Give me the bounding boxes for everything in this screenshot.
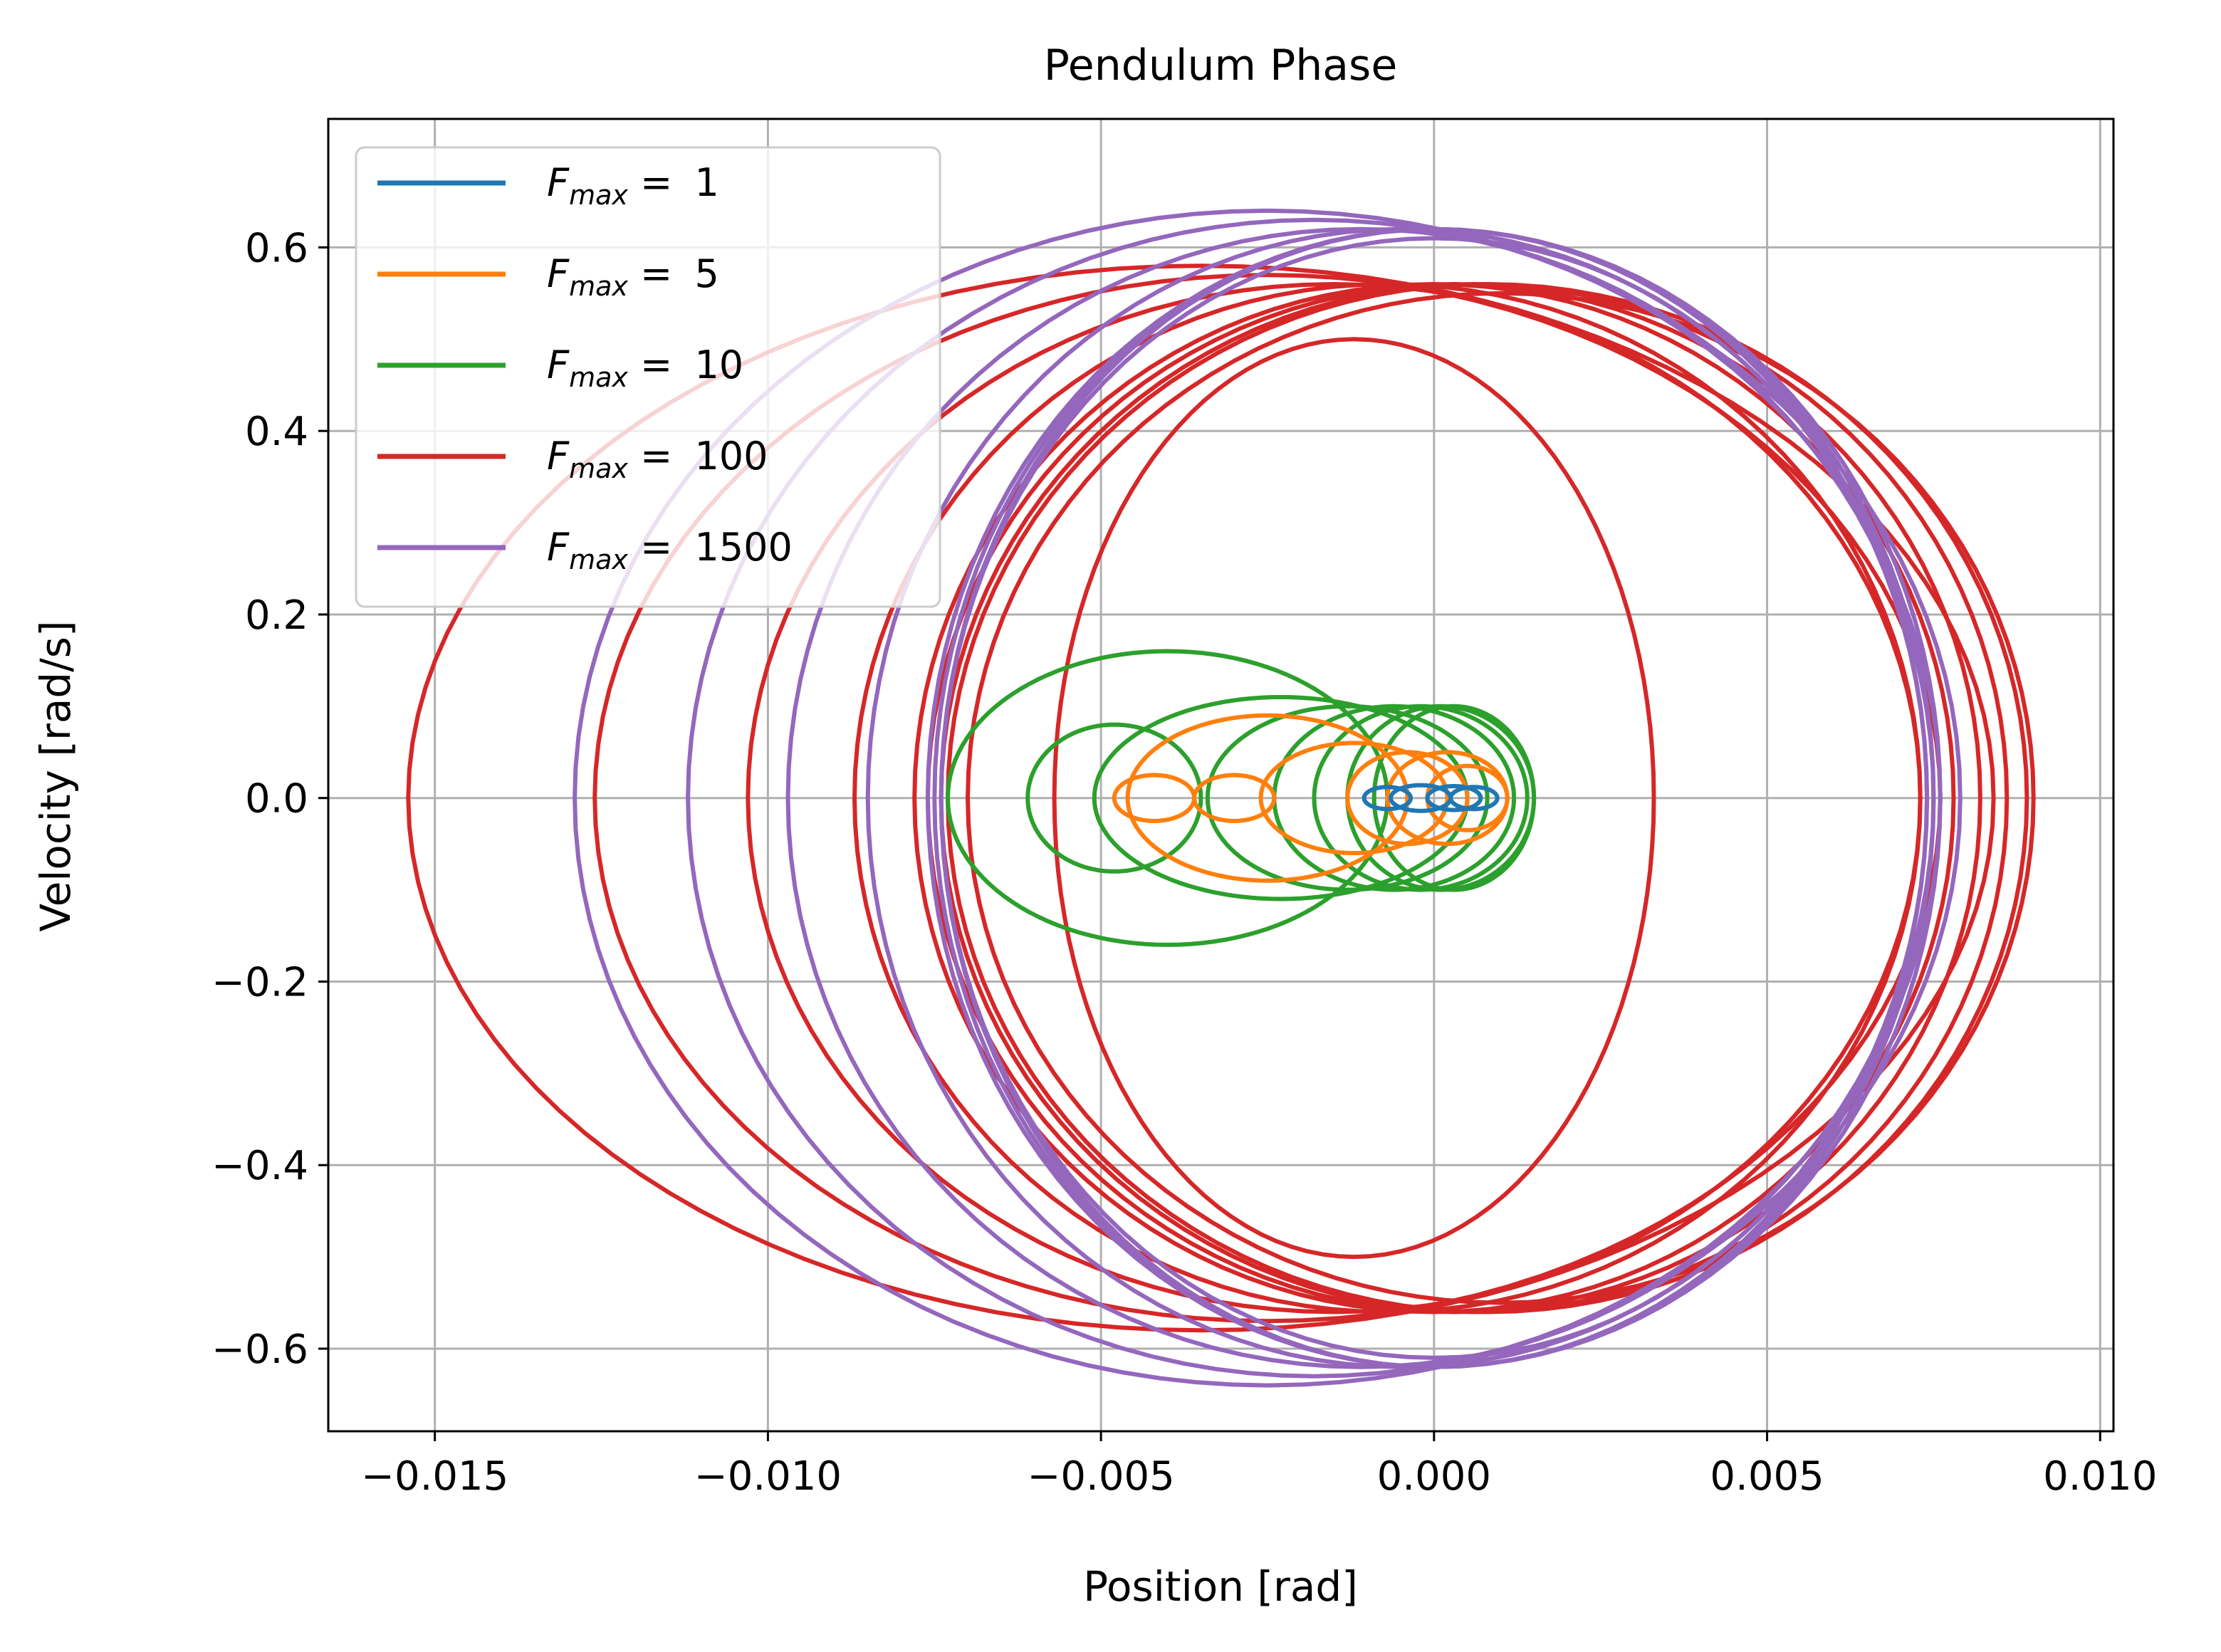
legend-symbol: F [547, 160, 570, 205]
series-10-loop [1092, 695, 1470, 901]
legend-subscript: max [569, 179, 628, 211]
legend-label-10: Fmax = 10 [547, 343, 743, 393]
legend-symbol: F [547, 434, 570, 479]
legend-equals: = [628, 343, 685, 387]
series-100-loop [746, 282, 1923, 1314]
legend-subscript: max [569, 271, 628, 302]
legend-label-1: Fmax = 1 [547, 160, 719, 211]
legend-value: 1500 [694, 525, 792, 570]
series-1500-group [573, 208, 1963, 1388]
y-tick-label: 0.0 [245, 776, 308, 822]
x-tick-label: 0.000 [1377, 1453, 1491, 1500]
legend-symbol: F [547, 251, 570, 296]
legend-label-100: Fmax = 100 [547, 434, 768, 484]
series-10-loop [1025, 722, 1203, 874]
y-tick-label: 0.2 [245, 592, 308, 639]
series-1-group [1362, 783, 1500, 813]
x-tick-label: −0.015 [361, 1453, 508, 1500]
series-100-loop [912, 282, 1956, 1314]
y-tick-label: −0.2 [211, 959, 308, 1005]
legend-label-5: Fmax = 5 [547, 251, 719, 302]
series-100-loop [966, 291, 2036, 1305]
series-10-loop [1371, 704, 1537, 892]
series-5-loop [1192, 773, 1277, 823]
legend-label-1500: Fmax = 1500 [547, 525, 793, 575]
x-axis-label: Position [rad] [1083, 1562, 1358, 1611]
legend-equals: = [628, 160, 685, 205]
series-100-loop [592, 273, 1943, 1324]
series-100-loop [1052, 337, 1656, 1260]
series-5-loop [1345, 750, 1470, 847]
x-tick-label: 0.010 [2043, 1453, 2157, 1500]
legend-value: 10 [694, 343, 743, 387]
series-1-loop [1448, 785, 1500, 812]
legend-equals: = [628, 525, 685, 570]
y-tick-label: −0.4 [211, 1143, 308, 1189]
legend-subscript: max [569, 362, 628, 393]
series-5-loop [1125, 713, 1410, 883]
legend-equals: = [628, 251, 685, 296]
y-axis-label: Velocity [rad/s] [31, 620, 80, 931]
x-tick-label: 0.005 [1710, 1453, 1824, 1500]
series-1500-loop [686, 217, 1943, 1379]
y-tick-label: 0.6 [245, 225, 308, 271]
legend-symbol: F [547, 343, 570, 387]
series-layer [406, 208, 2036, 1388]
series-1-loop [1389, 783, 1453, 813]
legend-value: 100 [694, 434, 768, 479]
x-axis-ticks: −0.015 −0.010 −0.005 0.000 0.005 0.010 [361, 1431, 2157, 1500]
series-5-group [1112, 713, 1510, 883]
series-5-loop [1112, 773, 1197, 823]
series-1500-loop [785, 226, 1936, 1369]
legend-subscript: max [569, 544, 628, 575]
x-tick-label: −0.005 [1027, 1453, 1174, 1500]
legend-value: 1 [694, 160, 718, 205]
y-tick-label: −0.6 [211, 1327, 308, 1373]
plot-series-area [406, 208, 2036, 1388]
legend-value: 5 [694, 251, 718, 296]
series-100-loop [852, 282, 1923, 1314]
series-10-loop [946, 649, 1390, 947]
series-10-loop [1312, 704, 1530, 892]
chart-title: Pendulum Phase [1044, 41, 1397, 90]
y-tick-label: 0.4 [245, 409, 308, 455]
plot-frame [327, 117, 2115, 1433]
legend-equals: = [628, 434, 685, 479]
legend-subscript: max [569, 453, 628, 484]
series-10-group [946, 649, 1537, 947]
legend-symbol: F [547, 525, 570, 570]
y-axis-ticks: −0.6 −0.4 −0.2 0.0 0.2 0.4 0.6 [211, 225, 328, 1373]
series-5-loop [1385, 750, 1510, 847]
legend-box [355, 146, 941, 608]
x-tick-label: −0.010 [694, 1453, 842, 1500]
series-1500-loop [939, 236, 1930, 1360]
